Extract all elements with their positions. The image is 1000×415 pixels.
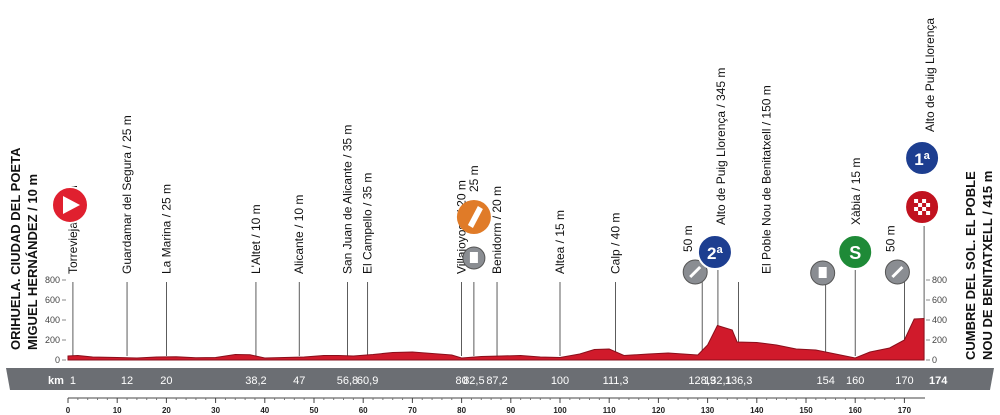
feed-zone-icon [456,200,491,234]
scale-tick-label: 100 [553,406,567,415]
caution-icon [884,259,910,285]
km-waypoint-label: 136,3 [725,375,753,387]
km-waypoint-label: 47 [293,375,305,387]
scale-tick-label: 80 [457,406,466,415]
elevation-tick-label: 200 [932,335,947,345]
svg-text:MIGUEL HERNÁNDEZ / 10 m: MIGUEL HERNÁNDEZ / 10 m [25,174,40,350]
km-waypoint-label: 56,8 [337,375,358,387]
waypoint-name: El Poble Nou de Benitatxell / 150 m [760,85,774,274]
scale-tick-label: 60 [359,406,368,415]
scale-tick-label: 140 [750,406,764,415]
waste-zone-icon [810,260,836,286]
start-location-name: ORIHUELA. CIUDAD DEL POETA MIGUEL HERNÁN… [8,147,40,350]
waypoint-name: Guardamar del Segura / 25 m [120,115,134,274]
scale-tick-label: 50 [310,406,319,415]
km-waypoint-label: 80 [455,375,467,387]
scale-tick-label: 160 [849,406,863,415]
elevation-profile-fill [67,317,925,361]
km-waypoint-label: 60,9 [357,375,378,387]
km-waypoint-label: 111,3 [603,375,629,387]
svg-text:2ª: 2ª [707,244,723,263]
waypoint-name: San Juan de Alicante / 35 m [340,125,354,274]
scale-tick-label: 0 [66,406,71,415]
km-waypoint-label: 100 [551,375,569,387]
finish-checkered-icon [904,189,941,225]
km-unit-label: km [48,375,64,387]
scale-tick-label: 10 [113,406,122,415]
scale-tick-label: 30 [211,406,220,415]
svg-text:ORIHUELA. CIUDAD DEL POETA: ORIHUELA. CIUDAD DEL POETA [8,147,23,350]
scale-tick-label: 150 [799,406,813,415]
waypoint-name: La Marina / 25 m [159,184,173,274]
km-waypoint-label: 87,2 [486,375,507,387]
svg-text:NOU DE BENITATXELL / 415 m: NOU DE BENITATXELL / 415 m [980,171,995,360]
svg-text:S: S [849,243,861,263]
svg-text:CUMBRE DEL SOL. EL POBLE: CUMBRE DEL SOL. EL POBLE [963,171,978,360]
km-waypoint-label: 128,9 [688,375,716,387]
scale-tick-label: 70 [408,406,417,415]
cat2-climb-icon: 2ª [696,234,733,270]
km-waypoint-label: 154 [817,375,835,387]
waypoint-name: Alto de Puig Llorença [923,18,937,132]
km-bar: km 174 [6,368,994,390]
elevation-tick-label: 400 [45,315,60,325]
km-waypoint-label: 132,1 [704,375,732,387]
waypoint-name: Alicante / 10 m [292,195,306,274]
waypoint-name: Calp / 40 m [609,213,623,274]
waypoint-name: 25 m [467,165,481,192]
km-waypoint-label: 160 [846,375,864,387]
waypoint-name: 50 m [681,225,695,252]
scale-tick-label: 40 [260,406,269,415]
waypoint-name: 50 m [883,225,897,252]
km-waypoint-label: 38,2 [245,375,266,387]
elevation-tick-label: 0 [932,355,937,365]
scale-tick-label: 110 [603,406,616,415]
waypoint-name: El Campello / 35 m [361,173,375,274]
start-flag-icon [51,186,89,224]
elevation-tick-label: 200 [45,335,60,345]
waypoint-name: L'Altet / 10 m [249,204,263,274]
svg-text:1ª: 1ª [914,150,930,169]
scale-tick-label: 90 [506,406,515,415]
scale-tick-label: 120 [652,406,666,415]
elevation-axis-right: 0 200 400 600 800 [926,275,947,365]
elevation-tick-label: 600 [45,295,60,305]
waypoint-name: Alto de Puig Llorença / 345 m [714,68,728,225]
waypoint-icons: 2ª S 1ª [51,140,941,286]
scale-tick-label: 130 [701,406,715,415]
trash-icon [462,246,486,270]
elevation-tick-label: 400 [932,315,947,325]
km-waypoint-label: 82,5 [463,375,484,387]
elevation-tick-label: 800 [932,275,947,285]
waypoint-name: Xàbia / 15 m [849,158,863,225]
finish-location-name: CUMBRE DEL SOL. EL POBLE NOU DE BENITATX… [963,171,995,360]
elevation-axis-left: 0 200 400 600 800 [45,275,66,365]
scale-tick-label: 20 [162,406,171,415]
caution-icon [682,259,708,285]
elevation-tick-label: 600 [932,295,947,305]
total-km-label: 174 [929,375,948,387]
cat1-climb-icon: 1ª [904,140,941,176]
distance-scale: 0 10 20 30 40 50 60 70 80 90 100 110 120 130 140 150 160… [66,397,925,415]
elevation-tick-label: 800 [45,275,60,285]
waypoint-name: Benidorm / 20 m [490,186,504,274]
waypoint-markers: Torrevieja / 10 m Guardamar del Segura / … [66,18,937,356]
elevation-tick-label: 0 [55,355,60,365]
km-waypoint-label: 12 [121,375,133,387]
km-waypoint-label: 20 [160,375,172,387]
scale-tick-label: 170 [898,406,912,415]
km-waypoint-label: 1 [70,375,76,387]
sprint-icon: S [837,234,874,270]
km-waypoint-label: 170 [895,375,913,387]
waypoint-name: Altea / 15 m [553,210,567,274]
